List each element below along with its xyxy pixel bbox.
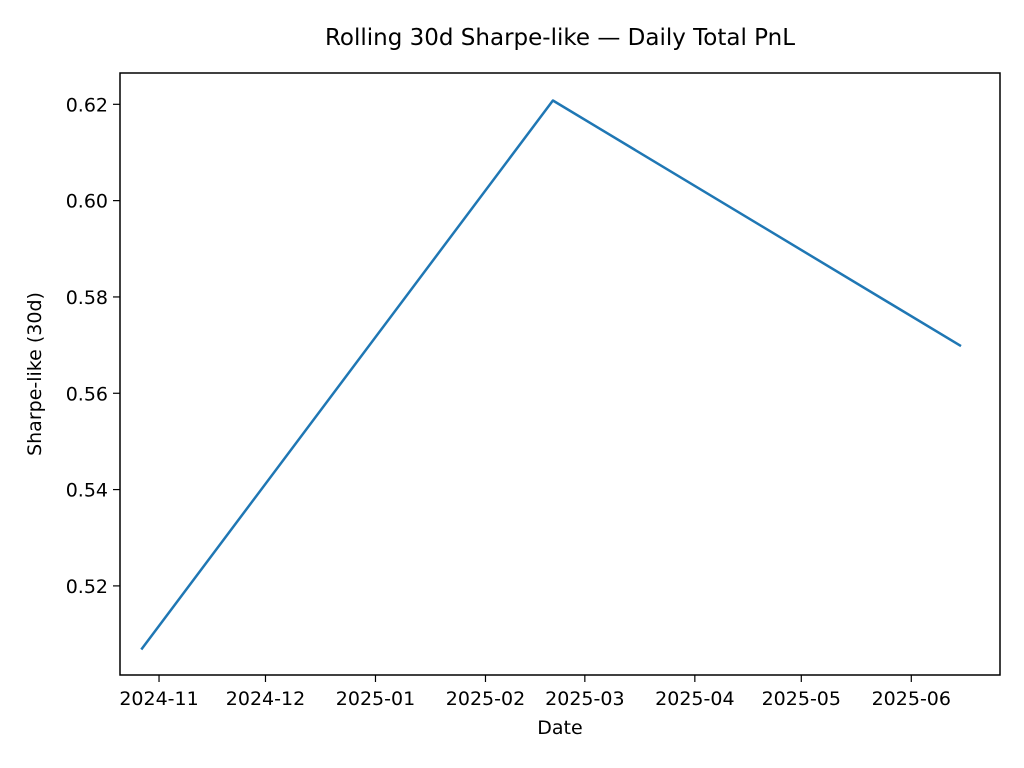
x-tick-label: 2025-02 bbox=[446, 688, 525, 710]
x-tick-label: 2025-03 bbox=[545, 688, 624, 710]
y-axis: 0.52 0.54 0.56 0.58 0.60 0.62 bbox=[66, 94, 120, 598]
plot-area bbox=[119, 72, 1001, 676]
y-tick-label: 0.58 bbox=[66, 287, 108, 309]
x-tick-label: 2025-06 bbox=[872, 688, 951, 710]
y-tick-label: 0.62 bbox=[66, 94, 108, 116]
x-axis-label: Date bbox=[537, 717, 582, 739]
y-tick-label: 0.52 bbox=[66, 576, 108, 598]
x-axis: 2024-11 2024-12 2025-01 2025-02 2025-03 2025-… bbox=[119, 675, 951, 710]
series-layer bbox=[140, 99, 962, 651]
y-tick-label: 0.56 bbox=[66, 383, 108, 405]
chart-title: Rolling 30d Sharpe-like — Daily Total Pn… bbox=[325, 25, 795, 51]
x-tick-label: 2025-01 bbox=[336, 688, 415, 710]
x-tick-label: 2025-05 bbox=[762, 688, 841, 710]
x-tick-label: 2024-11 bbox=[119, 688, 198, 710]
x-tick-label: 2025-04 bbox=[655, 688, 734, 710]
series-line bbox=[140, 99, 962, 651]
x-tick-label: 2024-12 bbox=[226, 688, 305, 710]
y-axis-label: Sharpe-like (30d) bbox=[24, 292, 46, 456]
y-tick-label: 0.54 bbox=[66, 480, 108, 502]
y-tick-label: 0.60 bbox=[66, 191, 108, 213]
